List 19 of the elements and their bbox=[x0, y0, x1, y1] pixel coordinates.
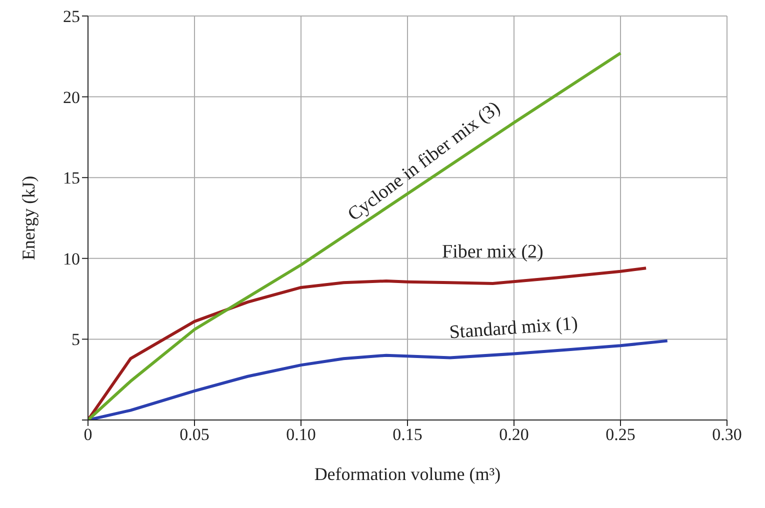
series-label: Standard mix (1) bbox=[448, 313, 579, 344]
series-label: Fiber mix (2) bbox=[442, 241, 544, 262]
y-tick-label: 20 bbox=[63, 88, 80, 107]
x-tick-label: 0.20 bbox=[499, 425, 529, 444]
y-tick-label: 15 bbox=[63, 168, 80, 188]
x-tick-label: 0.10 bbox=[286, 425, 316, 444]
y-tick-label: 25 bbox=[63, 7, 80, 26]
y-axis-title: Energy (kJ) bbox=[18, 176, 38, 260]
x-tick-label: 0.05 bbox=[180, 425, 210, 444]
x-tick-label: 0.15 bbox=[392, 425, 422, 444]
y-tick-label: 5 bbox=[72, 330, 80, 350]
x-tick-label: 0.25 bbox=[606, 425, 636, 444]
x-tick-label: 0 bbox=[84, 425, 92, 444]
line-series bbox=[88, 339, 669, 420]
x-tick-label: 0.30 bbox=[712, 425, 742, 444]
x-axis-title: Deformation volume (m³) bbox=[314, 464, 501, 484]
line-series bbox=[88, 52, 622, 420]
line-series bbox=[88, 266, 648, 420]
y-tick-label: 10 bbox=[63, 249, 80, 268]
